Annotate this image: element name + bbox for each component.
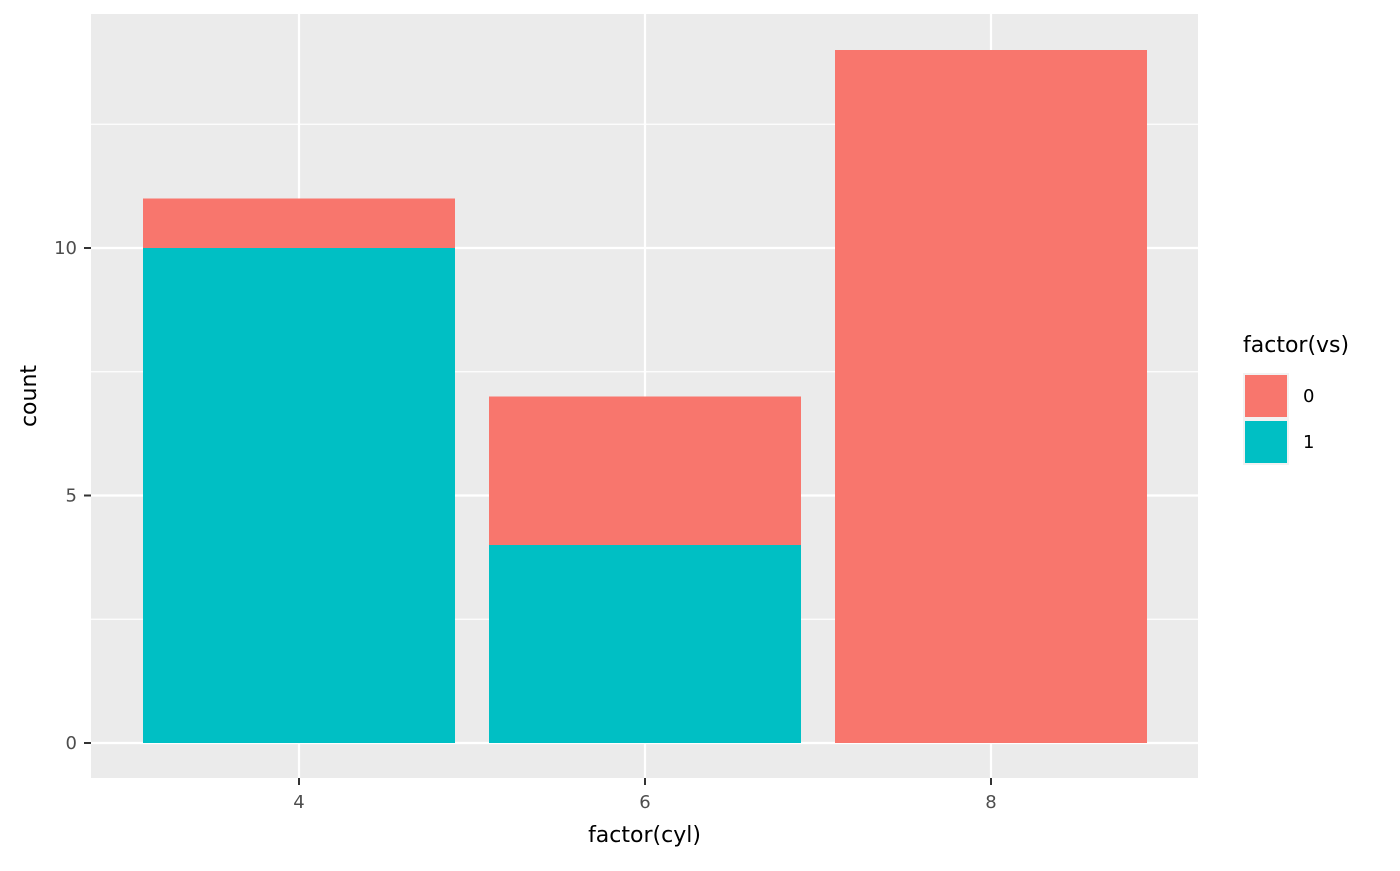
y-axis-title: count bbox=[17, 365, 42, 427]
x-tick-label: 8 bbox=[985, 792, 996, 813]
y-tick-label: 10 bbox=[54, 238, 77, 259]
x-axis-title: factor(cyl) bbox=[588, 823, 701, 848]
y-tick-label: 0 bbox=[66, 733, 77, 754]
legend-title: factor(vs) bbox=[1243, 333, 1349, 358]
legend-label-0: 0 bbox=[1303, 386, 1314, 407]
bars bbox=[143, 50, 1147, 743]
bar-cyl-8-vs-0 bbox=[835, 50, 1147, 743]
bar-cyl-4-vs-1 bbox=[143, 248, 455, 743]
legend-label-1: 1 bbox=[1303, 432, 1314, 453]
y-axis: 0 5 10 bbox=[54, 238, 91, 754]
legend-key-0 bbox=[1245, 375, 1287, 417]
x-axis: 4 6 8 bbox=[293, 778, 997, 813]
x-tick-label: 4 bbox=[293, 792, 304, 813]
bar-cyl-4-vs-0 bbox=[143, 198, 455, 248]
x-tick-label: 6 bbox=[639, 792, 650, 813]
bar-cyl-6-vs-0 bbox=[489, 396, 801, 545]
y-tick-label: 5 bbox=[66, 486, 77, 507]
legend-key-1 bbox=[1245, 421, 1287, 463]
legend: factor(vs) 0 1 bbox=[1243, 333, 1349, 465]
bar-cyl-6-vs-1 bbox=[489, 545, 801, 743]
